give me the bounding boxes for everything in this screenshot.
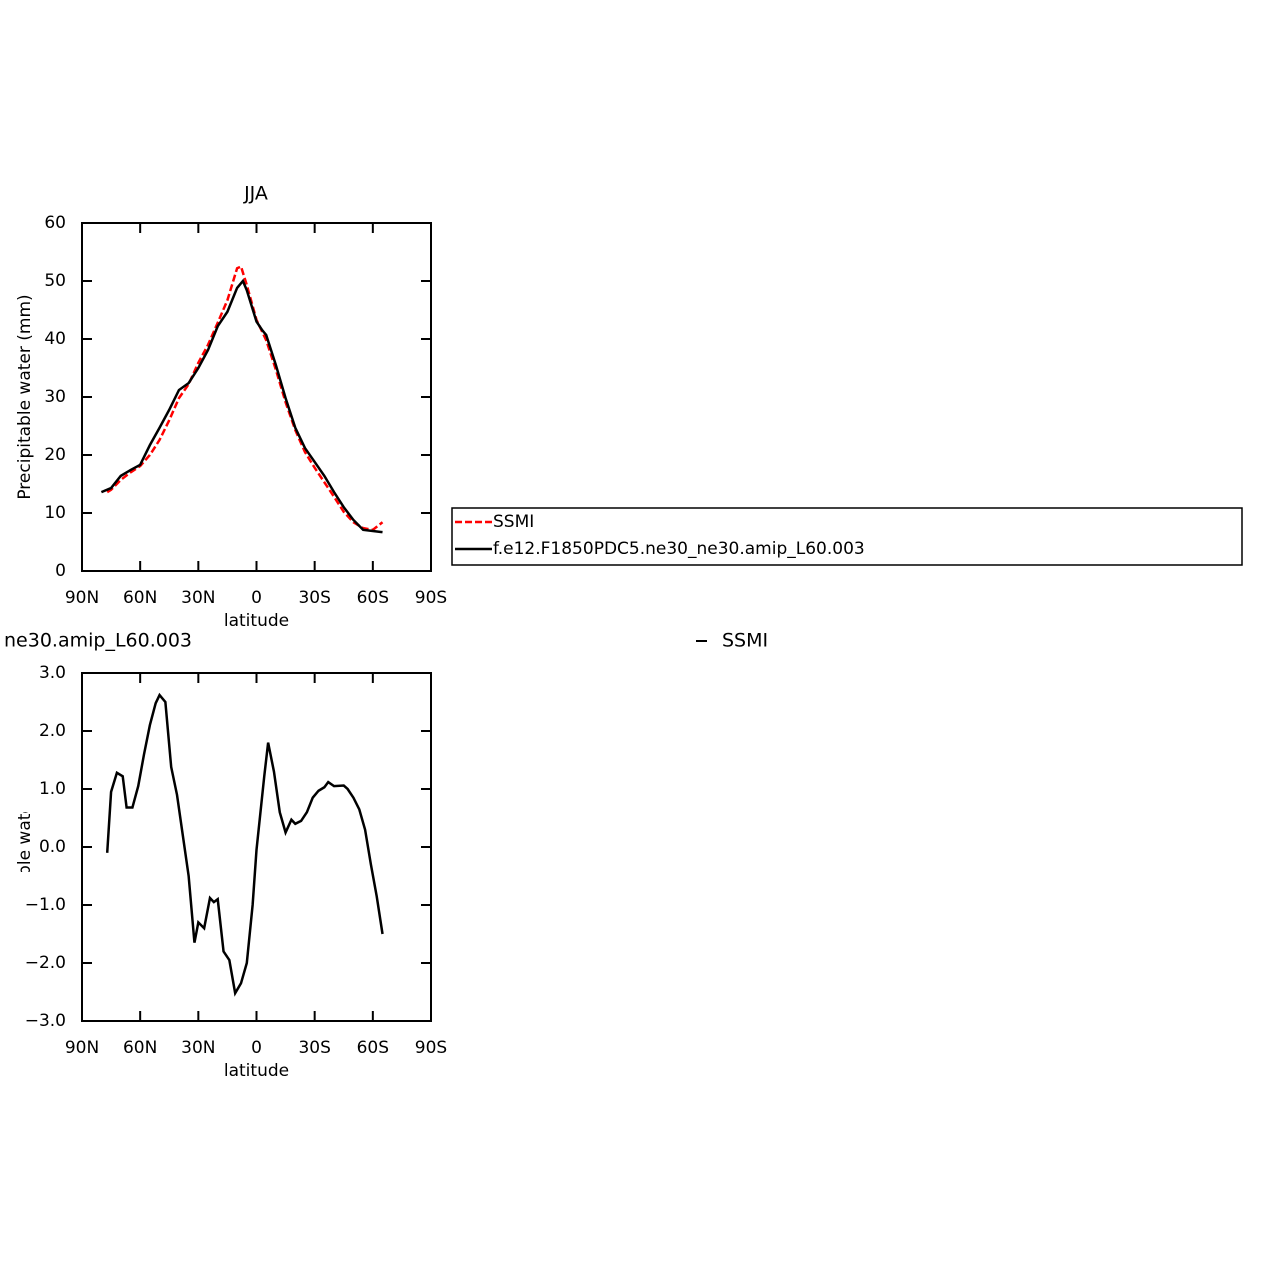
y-axis-label: Precipitable water (mm) — [15, 294, 35, 499]
y-tick-label: 3.0 — [39, 663, 66, 683]
chart-title: JJA — [243, 183, 268, 205]
x-tick-label: 60S — [357, 1038, 389, 1058]
chart-title: ne30.amip_L60.003 — [4, 630, 192, 652]
y-tick-label: 1.0 — [39, 779, 66, 799]
legend-label: SSMI — [493, 512, 534, 532]
plot-frame — [81, 222, 432, 572]
x-tick-label: 0 — [251, 1038, 262, 1058]
y-tick-label: −2.0 — [25, 953, 66, 973]
legend-box — [451, 507, 1243, 566]
x-axis-label: latitude — [224, 611, 289, 631]
series-line — [100, 278, 383, 534]
x-tick-label: 30N — [181, 1038, 215, 1058]
x-tick-label: 60S — [357, 588, 389, 608]
y-tick-label: 0 — [55, 561, 66, 581]
x-tick-label: 90N — [65, 1038, 99, 1058]
x-tick-label: 30S — [298, 1038, 330, 1058]
x-axis-label: latitude — [224, 1061, 289, 1081]
x-tick-label: 90N — [65, 588, 99, 608]
series-line — [105, 692, 384, 997]
x-tick-label: 30N — [181, 588, 215, 608]
y-tick-label: 40 — [44, 329, 66, 349]
x-tick-label: 60N — [123, 588, 157, 608]
series-line — [106, 264, 384, 532]
y-tick-label: 0.0 — [39, 837, 66, 857]
y-tick-label: 50 — [44, 271, 66, 291]
y-axis-label: Precipitable water (mm) — [15, 744, 35, 949]
y-tick-label: 10 — [44, 503, 66, 523]
y-tick-label: 60 — [44, 213, 66, 233]
legend-label: SSMI — [722, 630, 768, 652]
y-tick-label: 20 — [44, 445, 66, 465]
x-tick-label: 30S — [298, 588, 330, 608]
y-tick-label: −3.0 — [25, 1011, 66, 1031]
x-tick-label: 90S — [415, 588, 447, 608]
y-tick-label: 30 — [44, 387, 66, 407]
x-tick-label: 60N — [123, 1038, 157, 1058]
x-tick-label: 0 — [251, 588, 262, 608]
x-tick-label: 90S — [415, 1038, 447, 1058]
y-tick-label: 2.0 — [39, 721, 66, 741]
y-tick-label: −1.0 — [25, 895, 66, 915]
legend-label: f.e12.F1850PDC5.ne30_ne30.amip_L60.003 — [493, 539, 865, 559]
